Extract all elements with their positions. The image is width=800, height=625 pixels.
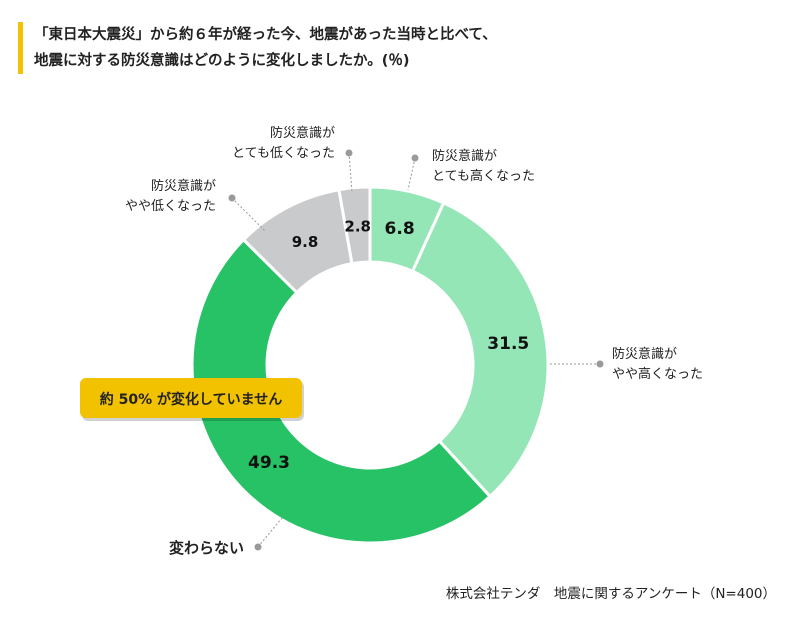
callout-badge	[80, 378, 302, 418]
slice-value-label-1: 31.5	[487, 334, 529, 354]
chart-title-line-2: 地震に対する防災意識はどのように変化しましたか。(％)	[34, 53, 410, 69]
legend-label-4-0: 防災意識が	[270, 125, 335, 141]
legend-label-3-1: やや低くなった	[125, 199, 216, 214]
callout-text: 約 50% が変化していません	[100, 391, 282, 408]
leader-dot-1	[596, 360, 604, 368]
leader-dot-0	[411, 154, 419, 162]
donut-slice-4	[337, 185, 372, 266]
leader-line-3	[231, 197, 267, 233]
leader-dot-2	[254, 543, 262, 551]
legend-label-1-1: やや高くなった	[612, 366, 703, 382]
slice-value-label-2: 49.3	[248, 453, 290, 473]
slice-value-label-3: 9.8	[292, 233, 319, 251]
slice-value-label-0: 6.8	[385, 219, 415, 239]
donut-slice-1	[410, 200, 550, 499]
source-footer: 株式会社テンダ 地震に関するアンケート（N=400）	[445, 586, 776, 602]
leader-dot-3	[228, 194, 236, 202]
legend-label-0-0: 防災意識が	[432, 148, 497, 164]
chart-title: 「東日本大震災」から約６年が経った今、地震があった当時と比べて、 地震に対する防…	[34, 22, 774, 74]
leader-line-4	[348, 152, 353, 193]
legend-label-1-0: 防災意識が	[612, 346, 677, 362]
slice-value-label-4: 2.8	[344, 218, 371, 236]
legend-label-2-0: 変わらない	[169, 539, 244, 557]
leader-line-0	[407, 157, 416, 191]
legend-label-3-0: 防災意識が	[151, 178, 216, 194]
legend-label-4-1: とても低くなった	[232, 146, 335, 161]
leader-dot-4	[345, 149, 353, 157]
chart-title-line-1: 「東日本大震災」から約６年が経った今、地震があった当時と比べて、	[34, 27, 497, 43]
leader-line-2	[257, 517, 283, 548]
title-accent-bar	[18, 22, 23, 74]
legend-label-0-1: とても高くなった	[432, 168, 535, 184]
donut-slice-2	[190, 237, 493, 545]
